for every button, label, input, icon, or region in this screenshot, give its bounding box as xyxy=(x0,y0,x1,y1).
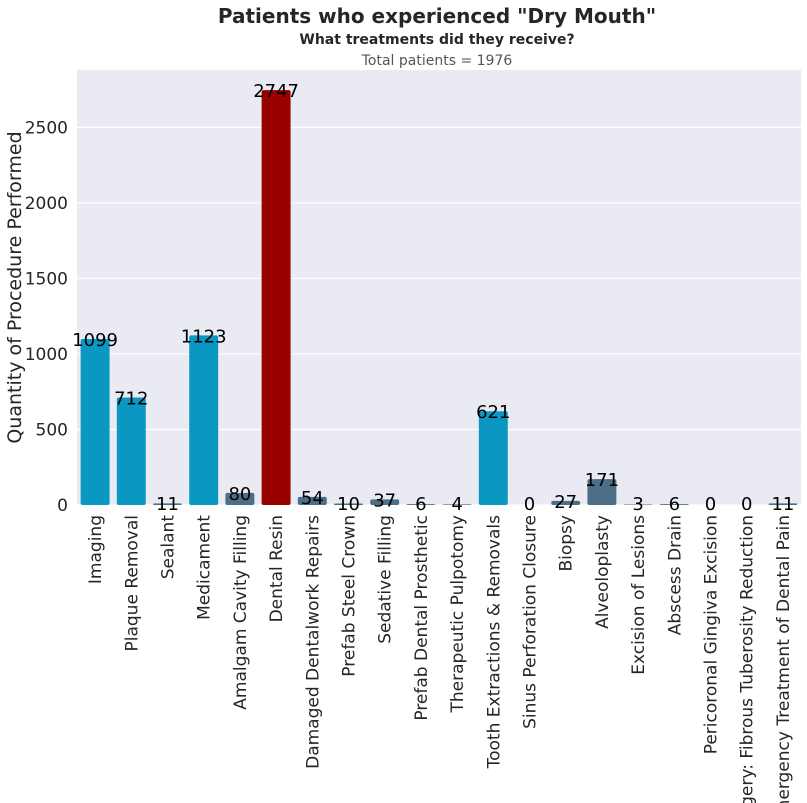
bar-value-label: 171 xyxy=(585,470,619,491)
bar xyxy=(225,492,255,505)
bars xyxy=(80,90,798,506)
x-tick-label: Sedative Filling xyxy=(376,515,396,644)
x-tick-label: Amalgam Cavity Filling xyxy=(231,515,251,710)
bar-value-label: 6 xyxy=(669,494,680,515)
bar-value-label: 1123 xyxy=(181,326,227,347)
x-tick-label: Abscess Drain xyxy=(665,515,685,635)
chart-note: Total patients = 1976 xyxy=(361,53,513,69)
x-tick-label: Emergency Treatment of Dental Pain xyxy=(774,515,794,803)
bar-value-label: 80 xyxy=(228,484,251,505)
x-tick-label: Plaque Removal xyxy=(122,515,142,652)
y-tick-label: 2500 xyxy=(25,118,68,138)
x-tick-label: Therapeutic Pulpotomy xyxy=(448,515,468,714)
bar xyxy=(478,411,508,505)
bar-value-label: 1099 xyxy=(72,330,118,351)
bar xyxy=(659,504,689,505)
x-tick-label: Biopsy xyxy=(557,515,577,572)
bar xyxy=(80,339,110,505)
bar-value-label: 37 xyxy=(373,490,396,511)
bar-value-label: 11 xyxy=(156,494,179,515)
x-tick-label: Medicament xyxy=(195,515,215,620)
bar-value-label: 0 xyxy=(705,494,716,515)
bar-value-label: 3 xyxy=(632,494,643,515)
bar xyxy=(768,503,798,505)
bar xyxy=(153,503,182,505)
bar xyxy=(261,90,291,506)
chart-subtitle: What treatments did they receive? xyxy=(299,32,575,48)
bar xyxy=(297,496,327,505)
bar-value-label: 4 xyxy=(451,494,462,515)
y-tick-labels: 0 500 1000 1500 2000 2500 xyxy=(25,118,68,516)
y-tick-label: 2000 xyxy=(25,194,68,214)
bar-value-label: 0 xyxy=(524,494,535,515)
y-tick-label: 1500 xyxy=(25,269,68,289)
x-tick-label: Alveoloplasty xyxy=(593,515,613,629)
chart-title: Patients who experienced "Dry Mouth" xyxy=(217,4,657,28)
bar-value-label: 54 xyxy=(301,488,324,509)
bar-value-label: 6 xyxy=(415,494,426,515)
x-tick-label: Prefab Dental Prosthetic xyxy=(412,515,432,721)
bar xyxy=(116,397,146,505)
y-tick-label: 0 xyxy=(57,496,68,516)
x-tick-label: Excision of Lesions xyxy=(629,515,649,675)
bar-value-label: 621 xyxy=(476,402,510,423)
x-tick-label: Surgery: Fibrous Tuberosity Reduction xyxy=(738,515,758,803)
x-tick-label: Imaging xyxy=(86,515,106,584)
bar-value-label: 0 xyxy=(741,494,752,515)
x-tick-labels: Imaging Plaque Removal Sealant Medicament Am… xyxy=(86,515,794,803)
x-tick-label: Sealant xyxy=(159,515,179,580)
bar xyxy=(442,504,472,505)
plot-area xyxy=(77,70,801,505)
bar xyxy=(370,499,400,505)
x-tick-label: Sinus Perforation Closure xyxy=(521,515,541,729)
x-tick-label: Pericoronal Gingiva Excision xyxy=(702,515,722,754)
bar xyxy=(334,503,363,505)
bar xyxy=(189,335,219,505)
x-tick-label: Dental Resin xyxy=(267,515,287,622)
bar-value-label: 27 xyxy=(554,492,577,513)
bar xyxy=(551,500,581,505)
bar-value-label: 10 xyxy=(337,494,360,515)
x-tick-label: Damaged Dentalwork Repairs xyxy=(303,515,323,769)
bar-value-label: 712 xyxy=(114,388,148,409)
bar xyxy=(587,479,617,505)
y-tick-label: 500 xyxy=(36,420,68,440)
bar-value-label: 2747 xyxy=(253,81,299,102)
x-tick-label: Prefab Steel Crown xyxy=(340,515,360,677)
y-axis-label: Quantity of Procedure Performed xyxy=(4,131,26,443)
x-tick-label: Tooth Extractions & Removals xyxy=(484,515,504,770)
y-tick-label: 1000 xyxy=(25,345,68,365)
bar xyxy=(406,504,436,505)
bar-value-label: 11 xyxy=(771,494,794,515)
